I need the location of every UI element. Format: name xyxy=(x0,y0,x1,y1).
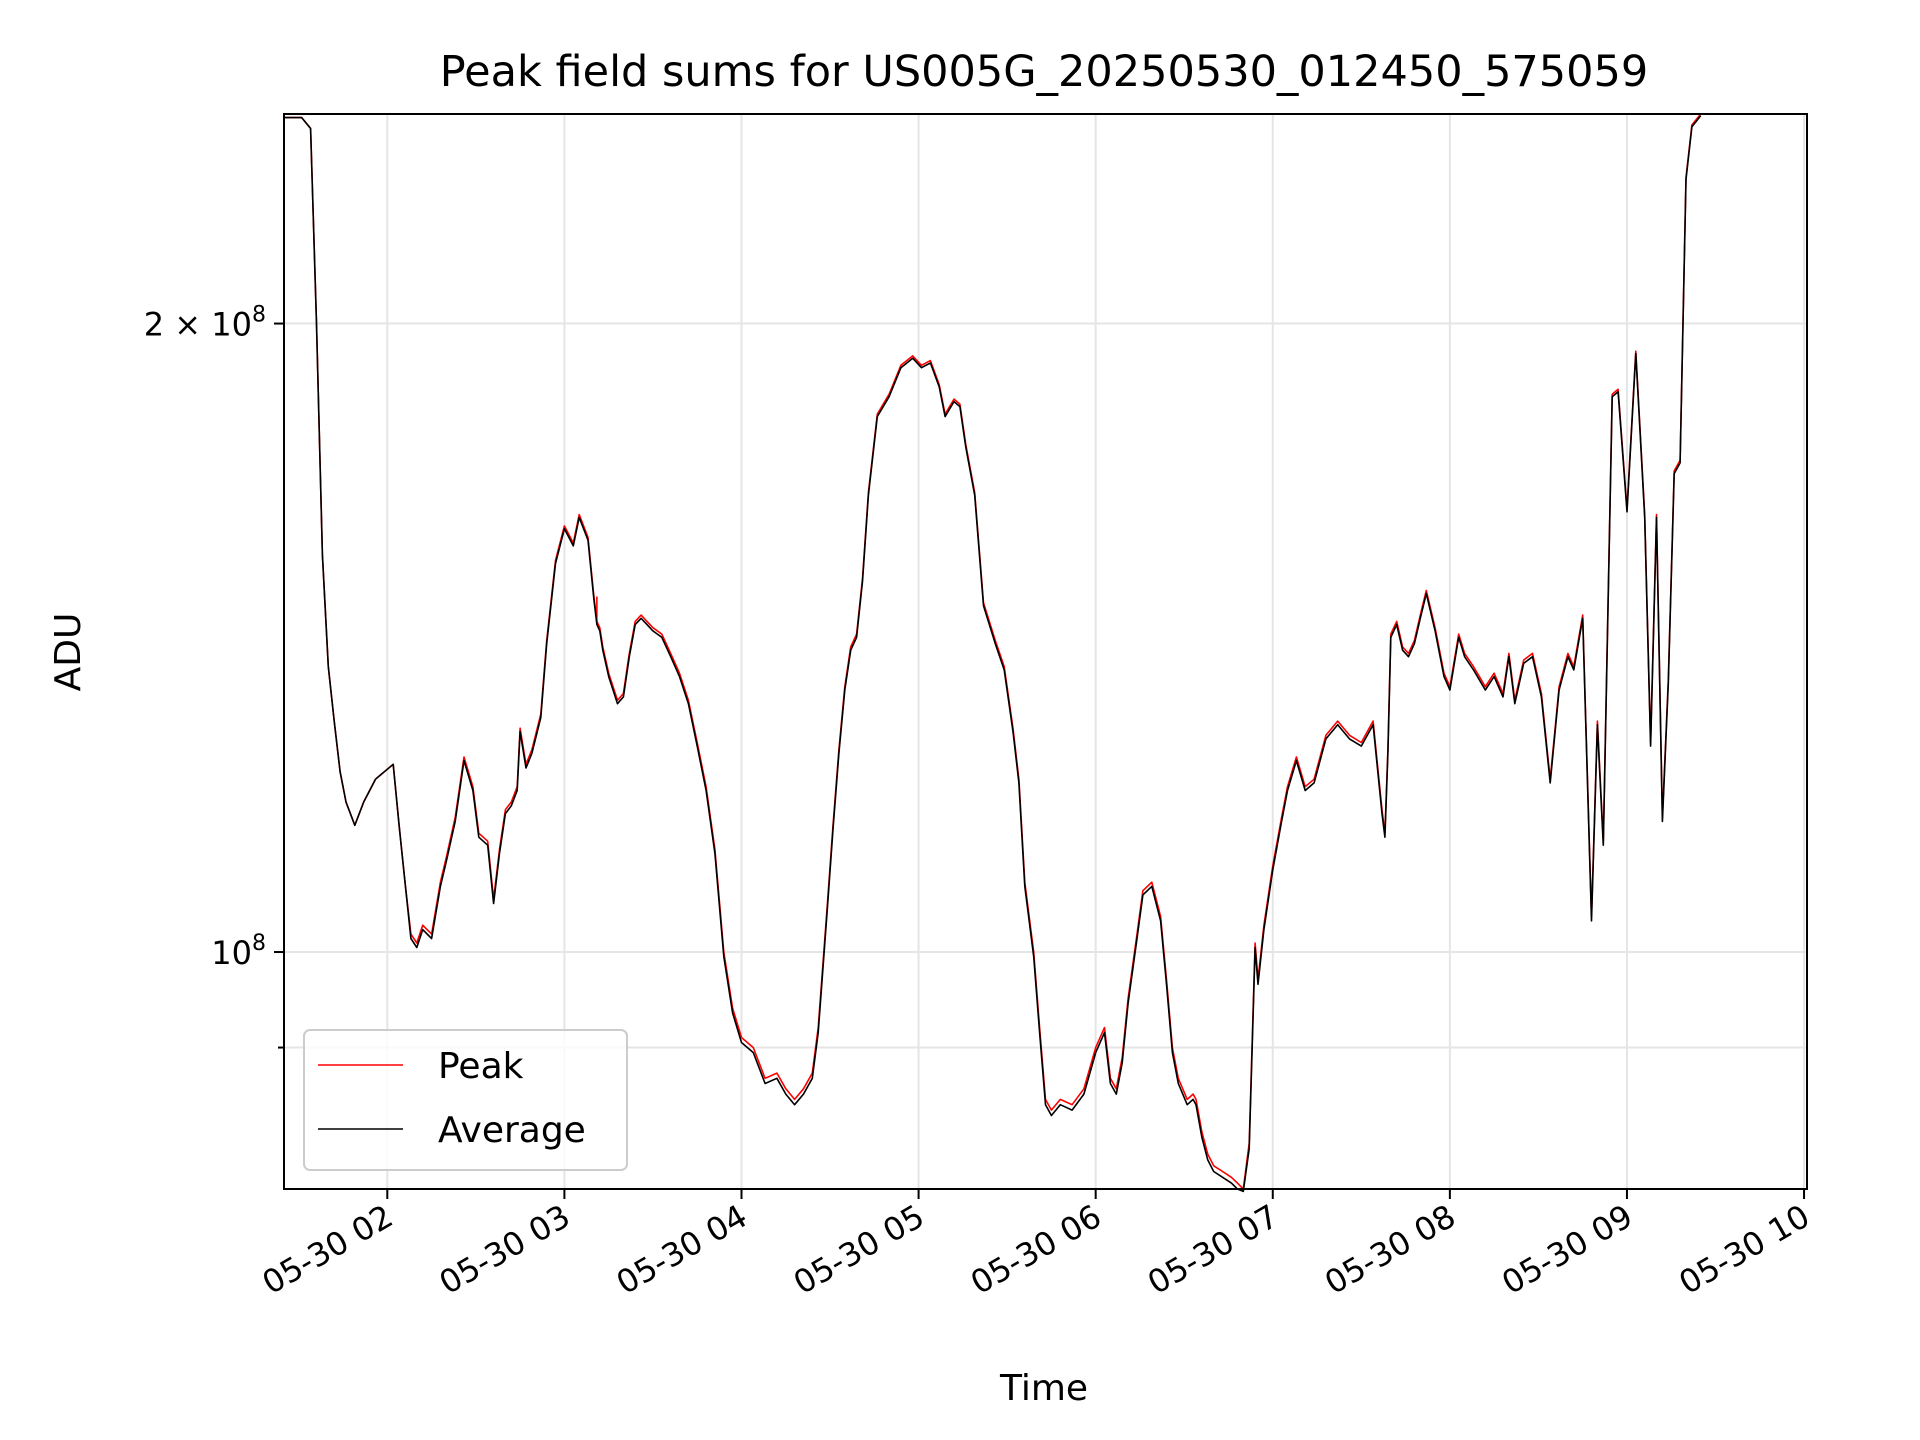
gridlines xyxy=(284,114,1807,1189)
plot-lines xyxy=(284,113,1702,1193)
y-axis-label: ADU xyxy=(48,613,89,692)
y-tick-label: 108 xyxy=(211,931,266,972)
y-tick-label: 2 × 108 xyxy=(144,303,266,344)
legend-label-average: Average xyxy=(438,1110,586,1151)
legend-label-peak: Peak xyxy=(438,1046,524,1087)
chart-title: Peak field sums for US005G_20250530_0124… xyxy=(440,47,1648,97)
series-line-average xyxy=(284,115,1702,1193)
legend: Peak Average xyxy=(303,1029,628,1171)
x-axis-label: Time xyxy=(999,1368,1088,1409)
plot-frame xyxy=(283,113,1808,1190)
y-axis: 2 × 108 108 xyxy=(144,303,284,1049)
